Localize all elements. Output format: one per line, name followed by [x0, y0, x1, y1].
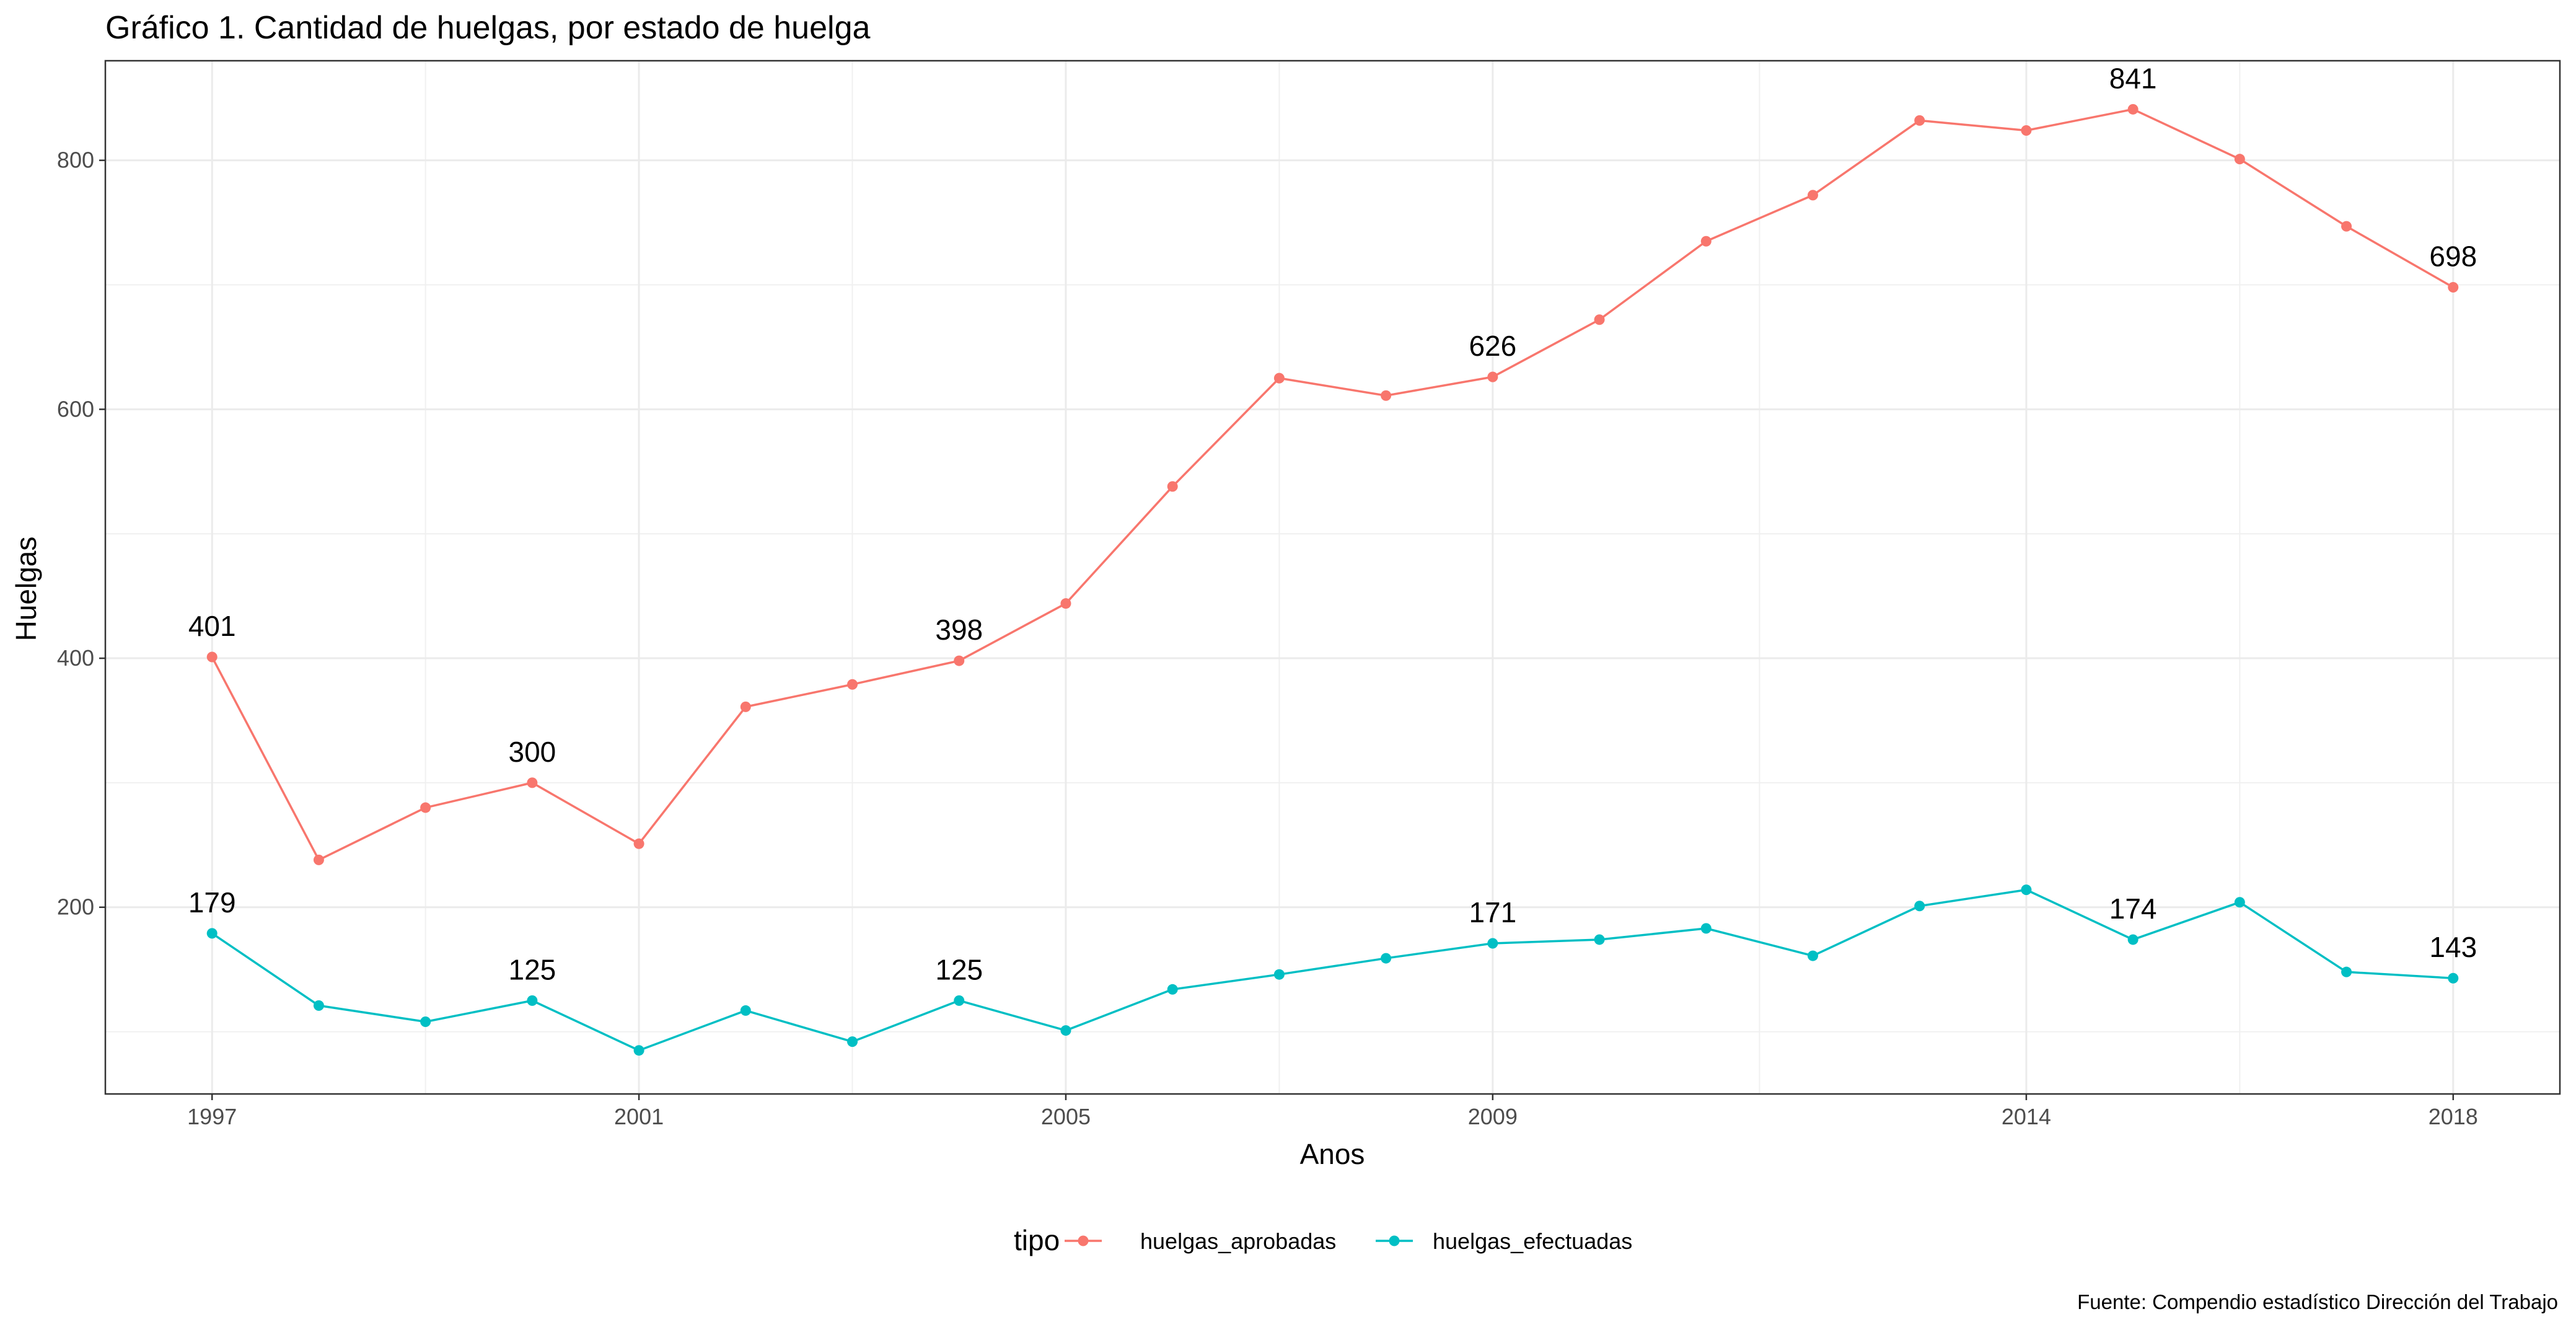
data-point: [1273, 969, 1285, 980]
data-point: [2127, 934, 2139, 945]
y-axis-title: Huelgas: [10, 537, 42, 641]
data-point: [1700, 923, 1712, 934]
data-point: [1807, 950, 1818, 961]
series-huelgas_efectuadas: [206, 884, 2459, 1056]
data-point: [1381, 953, 1392, 964]
y-tick-label: 200: [57, 894, 94, 920]
legend-label: huelgas_efectuadas: [1433, 1228, 1632, 1254]
series-layer: [206, 104, 2459, 1056]
legend-label: huelgas_aprobadas: [1140, 1228, 1336, 1254]
data-point: [1060, 598, 1071, 609]
legend: tipo huelgas_aprobadas huelgas_efectuadas: [1014, 1224, 1632, 1256]
y-tick-label: 400: [57, 645, 94, 671]
data-label: 626: [1469, 330, 1516, 362]
data-point: [2021, 125, 2032, 136]
data-point: [206, 651, 218, 663]
data-point: [206, 928, 218, 939]
data-label: 401: [188, 610, 236, 642]
grid: [105, 61, 2560, 1094]
data-point: [1381, 390, 1392, 401]
data-point: [2341, 221, 2352, 232]
data-label: 841: [2109, 62, 2157, 94]
data-point: [420, 802, 431, 813]
data-point: [740, 1005, 751, 1016]
chart-title: Gráfico 1. Cantidad de huelgas, por esta…: [105, 10, 870, 46]
data-point: [527, 995, 538, 1006]
data-point: [1807, 190, 1818, 201]
data-point: [847, 679, 858, 690]
y-tick-label: 800: [57, 148, 94, 173]
data-point: [1914, 115, 1925, 126]
x-tick-label: 2005: [1041, 1104, 1091, 1129]
data-label: 171: [1469, 896, 1516, 928]
legend-key-point: [1389, 1235, 1400, 1246]
data-point: [1914, 901, 1925, 912]
legend-entry-huelgas_efectuadas: huelgas_efectuadas: [1376, 1228, 1632, 1254]
data-label: 174: [2109, 893, 2157, 925]
data-point: [313, 1000, 324, 1011]
data-point: [1167, 984, 1178, 995]
data-label: 143: [2429, 931, 2477, 963]
data-point: [420, 1016, 431, 1028]
panel-border: [104, 60, 2561, 1095]
data-label: 179: [188, 886, 236, 919]
x-tick-label: 2009: [1468, 1104, 1518, 1129]
data-point: [2234, 154, 2245, 165]
data-point: [847, 1036, 858, 1047]
data-point: [633, 1045, 644, 1056]
data-point: [313, 854, 324, 865]
data-label: 300: [508, 736, 556, 768]
x-tick-label: 2014: [2002, 1104, 2051, 1129]
data-labels: 401 300 398 626 841 698 179 125 125 171 174 143: [188, 62, 2477, 985]
data-point: [2127, 104, 2139, 115]
data-point: [1594, 314, 1605, 325]
data-point: [2448, 282, 2459, 293]
data-label: 125: [935, 953, 983, 985]
data-point: [633, 838, 644, 849]
data-point: [1487, 371, 1498, 382]
data-point: [1167, 481, 1178, 492]
data-point: [2234, 897, 2245, 908]
data-point: [2341, 966, 2352, 977]
data-point: [527, 777, 538, 788]
data-point: [954, 995, 965, 1006]
caption: Fuente: Compendio estadístico Dirección …: [2077, 1290, 2558, 1313]
data-point: [1700, 236, 1712, 247]
data-point: [954, 655, 965, 666]
data-point: [2448, 972, 2459, 984]
x-tick-label: 2018: [2429, 1104, 2478, 1129]
data-point: [1594, 934, 1605, 945]
data-label: 398: [935, 614, 983, 646]
data-point: [1060, 1025, 1071, 1036]
axes: 200 400 600 800 1997 2001 2005 2009 2014 2018: [57, 148, 2478, 1129]
data-point: [740, 701, 751, 712]
data-point: [2021, 884, 2032, 896]
legend-title: tipo: [1014, 1224, 1060, 1256]
data-label: 698: [2429, 240, 2477, 273]
x-tick-label: 1997: [187, 1104, 237, 1129]
x-tick-label: 2001: [614, 1104, 664, 1129]
y-tick-label: 600: [57, 396, 94, 421]
legend-entry-huelgas_aprobadas: huelgas_aprobadas: [1065, 1228, 1336, 1254]
series-line: [211, 108, 2454, 862]
series-line: [211, 888, 2453, 1052]
data-point: [1273, 373, 1285, 384]
data-label: 125: [508, 953, 556, 985]
legend-key-point: [1078, 1235, 1089, 1246]
series-huelgas_aprobadas: [206, 104, 2459, 865]
data-point: [1487, 938, 1498, 949]
x-axis-title: Anos: [1300, 1138, 1365, 1170]
